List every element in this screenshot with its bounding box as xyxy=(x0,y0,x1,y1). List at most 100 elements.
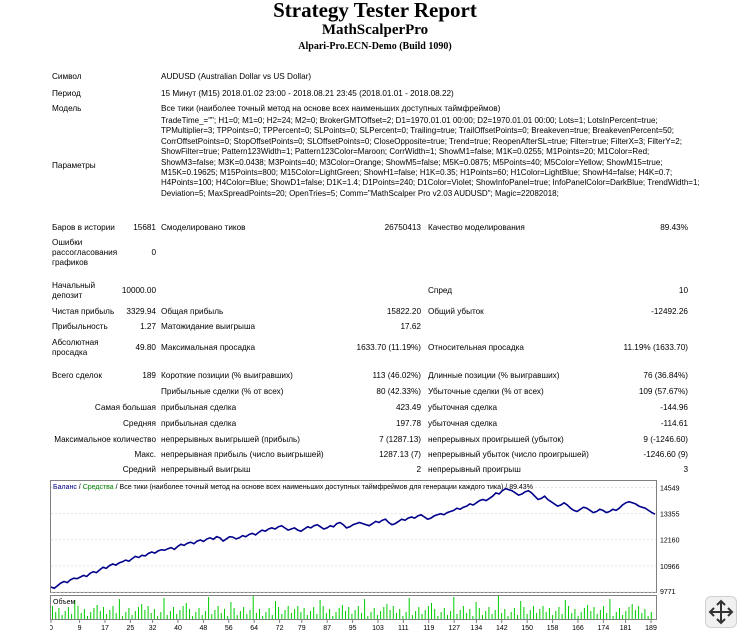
period-label: Период xyxy=(52,89,81,98)
cons-wins-value: 7 (1287.13) xyxy=(379,435,421,444)
cons-wins-label: непрерывных выигрышей (прибыль) xyxy=(161,435,301,444)
volume-bar xyxy=(376,615,378,619)
volume-bar xyxy=(275,601,276,619)
x-tick-label: 64 xyxy=(250,625,258,632)
volume-bar xyxy=(198,608,200,619)
volume-bar xyxy=(109,610,111,619)
volume-bar xyxy=(354,610,356,619)
largest-loss-value: -144.96 xyxy=(660,403,688,412)
volume-bar xyxy=(125,612,127,619)
volume-bar xyxy=(141,604,143,619)
volume-bar xyxy=(411,615,413,619)
volume-bar xyxy=(345,611,346,619)
spread-value: 10 xyxy=(678,286,688,295)
volume-bar xyxy=(370,612,372,619)
volume-bar xyxy=(192,616,194,619)
volume-bar xyxy=(201,615,203,619)
volume-bars xyxy=(52,596,652,619)
volume-bar xyxy=(574,609,576,619)
x-tick-label: 181 xyxy=(620,625,632,632)
volume-bar xyxy=(647,616,649,619)
loss-trades-value: 109 (57.67%) xyxy=(638,387,688,396)
volume-bar xyxy=(103,607,104,619)
volume-bar xyxy=(609,599,611,619)
volume-bar xyxy=(122,616,124,619)
volume-bar xyxy=(87,616,88,619)
volume-bar xyxy=(526,614,528,619)
volume-bar xyxy=(536,613,538,619)
y-tick-label: 10966 xyxy=(660,564,680,571)
volume-bar xyxy=(466,613,468,619)
volume-bar xyxy=(179,610,181,619)
volume-bar xyxy=(284,610,286,619)
volume-bar xyxy=(134,611,136,619)
spread-label: Спред xyxy=(428,286,453,295)
volume-bar xyxy=(77,606,79,619)
params-value: TradeTime_=""; H1=0; M1=0; H2=24; M2=0; … xyxy=(161,116,700,198)
grid xyxy=(51,486,656,593)
volume-bar xyxy=(332,616,334,619)
profit-trades-label: Прибыльные сделки (% от всех) xyxy=(161,387,284,396)
volume-bar xyxy=(488,607,490,619)
volume-bar xyxy=(106,614,108,619)
volume-bar xyxy=(306,615,308,619)
errors-value: 0 xyxy=(151,248,156,257)
volume-bar xyxy=(287,606,289,619)
volume-bar xyxy=(246,614,248,619)
volume-bar xyxy=(96,605,98,619)
largest-label: Самая большая xyxy=(94,403,156,412)
expert-name: MathScalperPro xyxy=(321,22,429,38)
volume-bar xyxy=(144,610,146,619)
zoom-icon xyxy=(708,599,734,625)
legend: Баланс / Средства / Все тики (наиболее т… xyxy=(53,483,533,491)
volume-bar xyxy=(383,607,385,619)
volume-bar xyxy=(115,613,117,619)
y-tick-label: 9771 xyxy=(660,589,676,596)
volume-bar xyxy=(268,608,270,619)
zoom-button[interactable] xyxy=(705,596,737,628)
volume-bar xyxy=(319,600,321,619)
x-tick-label: 0 xyxy=(50,625,53,632)
total-trades-label: Всего сделок xyxy=(52,371,102,380)
largest-win-label: прибыльная сделка xyxy=(161,403,237,412)
volume-bar xyxy=(641,613,643,619)
volume-bar xyxy=(462,606,464,619)
volume-bar xyxy=(147,606,149,619)
avg-cons-losses-value: 3 xyxy=(683,465,688,474)
volume-bar xyxy=(545,612,547,619)
volume-bar xyxy=(93,608,95,619)
volume-bar xyxy=(90,612,92,619)
long-positions-value: 76 (36.84%) xyxy=(643,371,688,380)
volume-bar xyxy=(510,612,512,619)
volume-bar xyxy=(255,613,257,619)
volume-bar xyxy=(217,606,219,619)
volume-bar xyxy=(561,614,563,619)
volume-bar xyxy=(399,609,401,619)
volume-bar xyxy=(294,609,296,619)
cons-loss-label: непрерывный убыток (число проигрышей) xyxy=(428,450,589,459)
main-plot-frame xyxy=(50,480,657,593)
volume-bar xyxy=(150,613,152,619)
volume-bar xyxy=(644,609,646,619)
volume-bar xyxy=(424,610,426,619)
volume-bar xyxy=(564,600,566,619)
volume-bar xyxy=(402,616,404,619)
volume-bar xyxy=(513,608,515,619)
x-axis: 0 9 17 25 32 40 48 56 64 72 79 87 95 103 111 119 127 134 1… xyxy=(50,620,657,632)
volume-bar xyxy=(437,616,439,619)
volume-bar xyxy=(58,608,60,619)
x-tick-label: 189 xyxy=(645,625,657,632)
volume-bar xyxy=(74,600,76,619)
volume-bar xyxy=(555,611,557,619)
volume-bar xyxy=(533,606,534,619)
avg-cons-wins-label: непрерывный выигрыш xyxy=(161,465,251,474)
legend-equity: Средства xyxy=(83,484,114,491)
volume-bar xyxy=(590,611,592,619)
average-label: Средняя xyxy=(122,419,156,428)
x-tick-label: 142 xyxy=(496,625,508,632)
volume-bar xyxy=(396,613,397,619)
x-tick-label: 40 xyxy=(174,625,182,632)
volume-bar xyxy=(138,607,139,619)
short-positions-value: 113 (46.02%) xyxy=(372,371,421,380)
volume-bar xyxy=(348,607,350,619)
